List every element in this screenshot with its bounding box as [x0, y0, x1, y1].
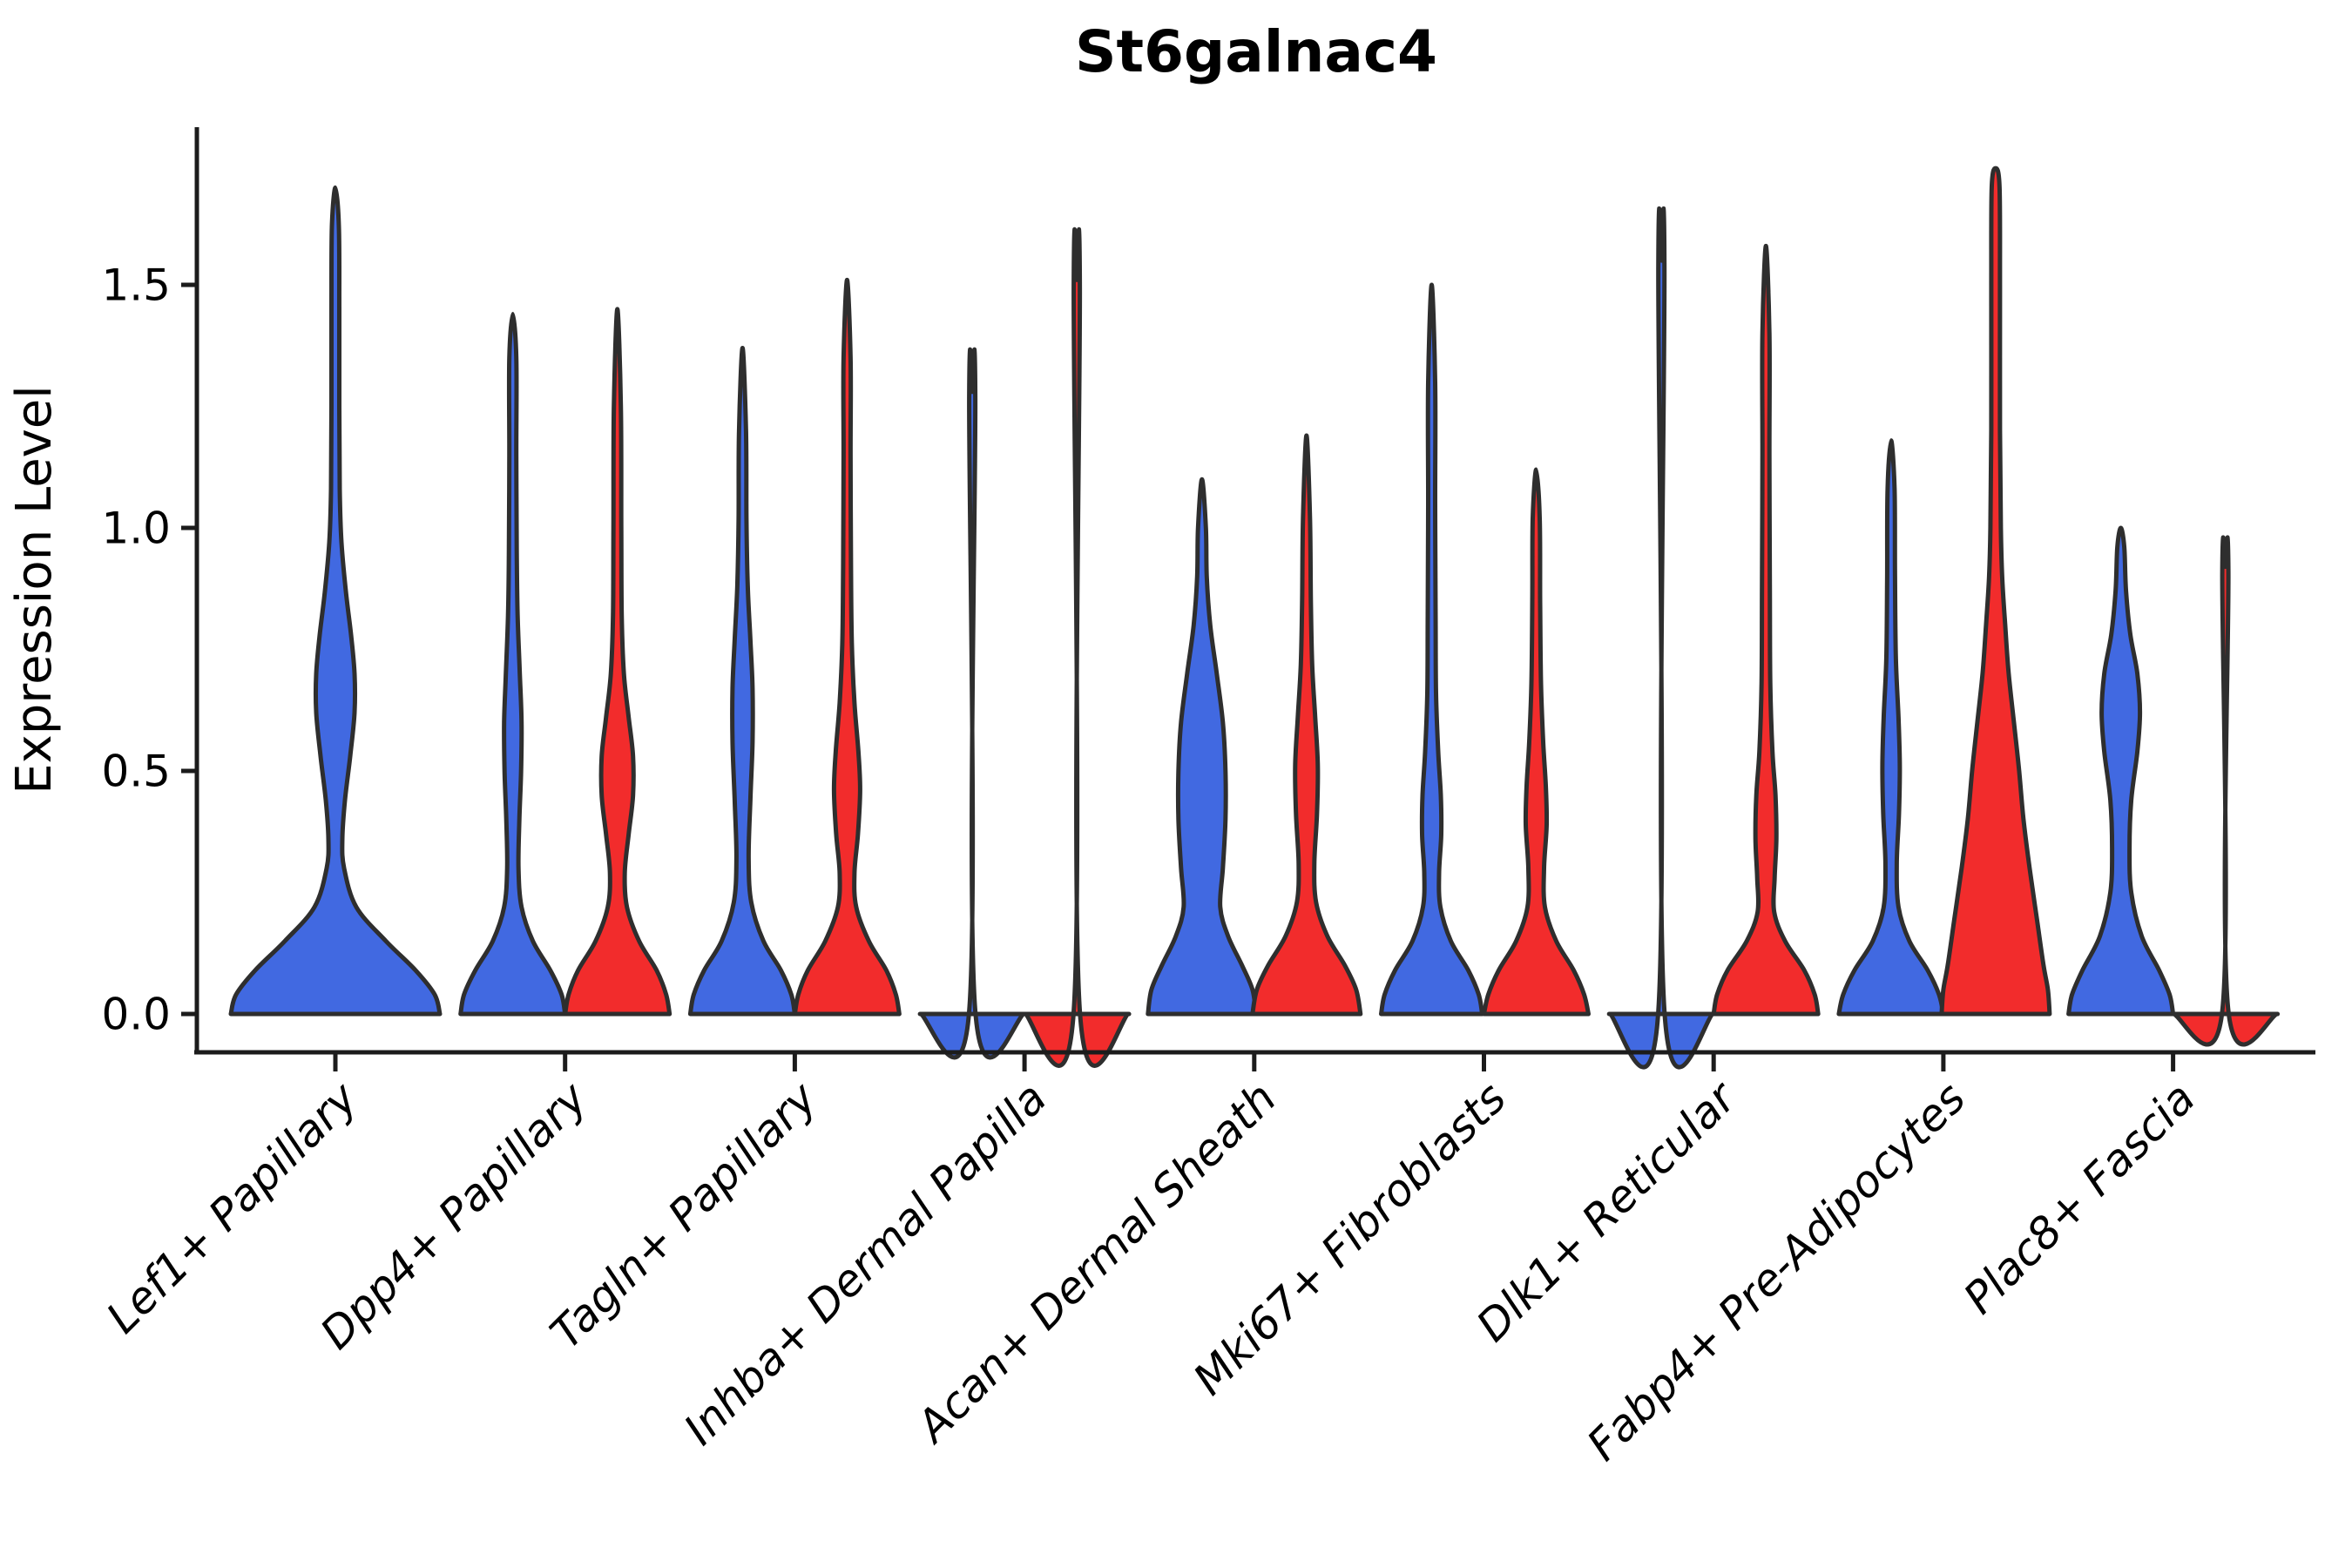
violin-mki67-fibroblasts-group1_blue [1379, 282, 1484, 1017]
violin-fabp4-pre-adipocytes-group2_red [1939, 166, 2052, 1017]
violin-inhba-dermal-papilla-group2_red [1022, 226, 1132, 1068]
y-tick-labels: 0.0 0.5 1.0 1.5 [101, 260, 171, 1040]
y-tick-label-1.0: 1.0 [101, 504, 171, 554]
violin-dpp4-papillary-group1_blue [458, 312, 568, 1017]
x-tick-label-plac8-fascia: Plac8+ Fascia [1954, 1072, 2205, 1323]
x-tick-label-fabp4-pre-adipocytes: Fabp4+ Pre-Adipocytes [1578, 1072, 1976, 1470]
y-tick-label-0.0: 0.0 [101, 990, 171, 1040]
violin-dlk1-reticular-group2_red [1711, 243, 1821, 1017]
violin-inhba-dermal-papilla-group1_blue [917, 348, 1027, 1060]
x-tick-label-lef1-papillary: Lef1+ Papillary [97, 1071, 368, 1342]
violin-plac8-fascia-group1_blue [2066, 525, 2176, 1017]
y-tick-label-1.5: 1.5 [101, 260, 171, 311]
violin-lef1-papillary-group1_blue [228, 185, 443, 1017]
violin-acan-dermal-sheath-group2_red [1250, 433, 1363, 1017]
violin-dpp4-papillary-group2_red [563, 307, 672, 1017]
x-tick-label-inhba-dermal-papilla: Inhba+ Dermal Papilla [674, 1072, 1056, 1454]
violin-fabp4-pre-adipocytes-group1_blue [1836, 438, 1946, 1017]
y-axis-label: Expression Level [6, 385, 63, 794]
violin-acan-dermal-sheath-group1_blue [1146, 476, 1259, 1017]
chart-title: St6galnac4 [1075, 18, 1437, 85]
violin-plac8-fascia-group2_red [2171, 535, 2281, 1047]
violin-mki67-fibroblasts-group2_red [1482, 467, 1591, 1017]
violins-group [228, 166, 2281, 1070]
violin-dlk1-reticular-group1_blue [1606, 206, 1716, 1070]
violin-tagln-papillary-group2_red [792, 277, 902, 1017]
y-tick-label-0.5: 0.5 [101, 747, 171, 797]
violin-tagln-papillary-group1_blue [687, 346, 797, 1017]
axes-group [181, 127, 2315, 1071]
